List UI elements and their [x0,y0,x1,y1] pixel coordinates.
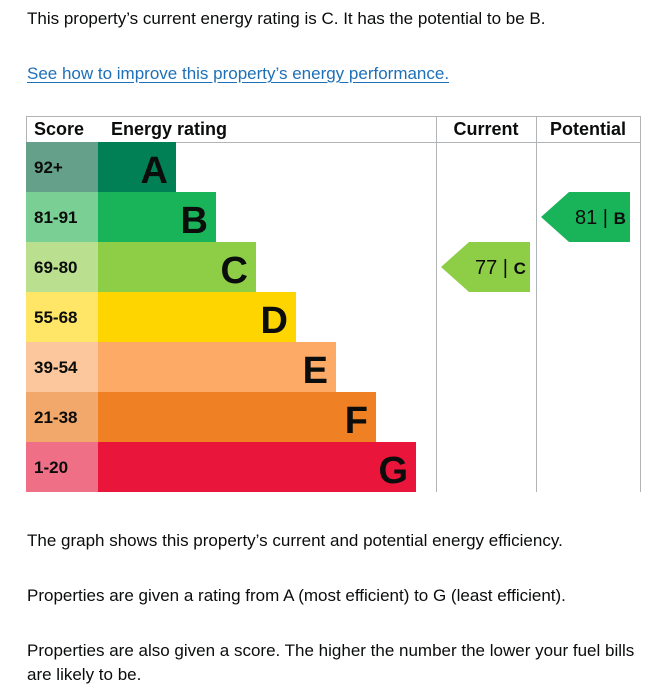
header-energy-rating: Energy rating [111,119,227,139]
score-cell-e [26,342,98,392]
header-potential: Potential [550,119,626,139]
graph-description: The graph shows this property’s current … [27,531,563,550]
score-cell-c [26,242,98,292]
score-cell-f [26,392,98,442]
current-rating-label: 77 | C [475,257,526,279]
band-letter-c: C [221,250,248,292]
score-cell-b [26,192,98,242]
score-range-b: 81-91 [34,208,77,227]
header-current: Current [453,119,518,139]
rating-scale-description: Properties are given a rating from A (mo… [27,586,566,605]
potential-rating-arrow [541,192,630,242]
band-letter-e: E [303,350,328,392]
score-range-f: 21-38 [34,408,77,427]
score-description: Properties are also given a score. The h… [27,641,635,684]
energy-rating-graph: Score Energy rating Current Potential 92+ A 81… [26,116,641,492]
band-letter-d: D [261,300,288,342]
header-score: Score [34,119,84,139]
score-range-d: 55-68 [34,308,77,327]
score-range-c: 69-80 [34,258,77,277]
band-bar-g [98,442,416,492]
current-rating-arrow [441,242,530,292]
score-cell-g [26,442,98,492]
band-letter-b: B [181,200,208,242]
band-letter-a: A [141,150,168,192]
band-bar-e [98,342,336,392]
energy-rating-chart: Score Energy rating Current Potential 92+ A 81… [26,116,641,492]
band-bar-c [98,242,256,292]
band-letter-f: F [345,400,368,442]
band-bar-d [98,292,296,342]
current-rating-summary: This property’s current energy rating is… [27,9,546,28]
score-range-e: 39-54 [34,358,78,377]
potential-rating-label: 81 | B [575,207,626,229]
score-range-g: 1-20 [34,458,68,477]
score-cell-a [26,142,98,192]
improve-energy-performance-link[interactable]: See how to improve this property’s energ… [27,64,450,83]
band-bar-a [98,142,176,192]
score-cell-d [26,292,98,342]
band-letter-g: G [378,450,408,492]
band-bar-f [98,392,376,442]
band-bar-b [98,192,216,242]
score-range-a: 92+ [34,158,63,177]
